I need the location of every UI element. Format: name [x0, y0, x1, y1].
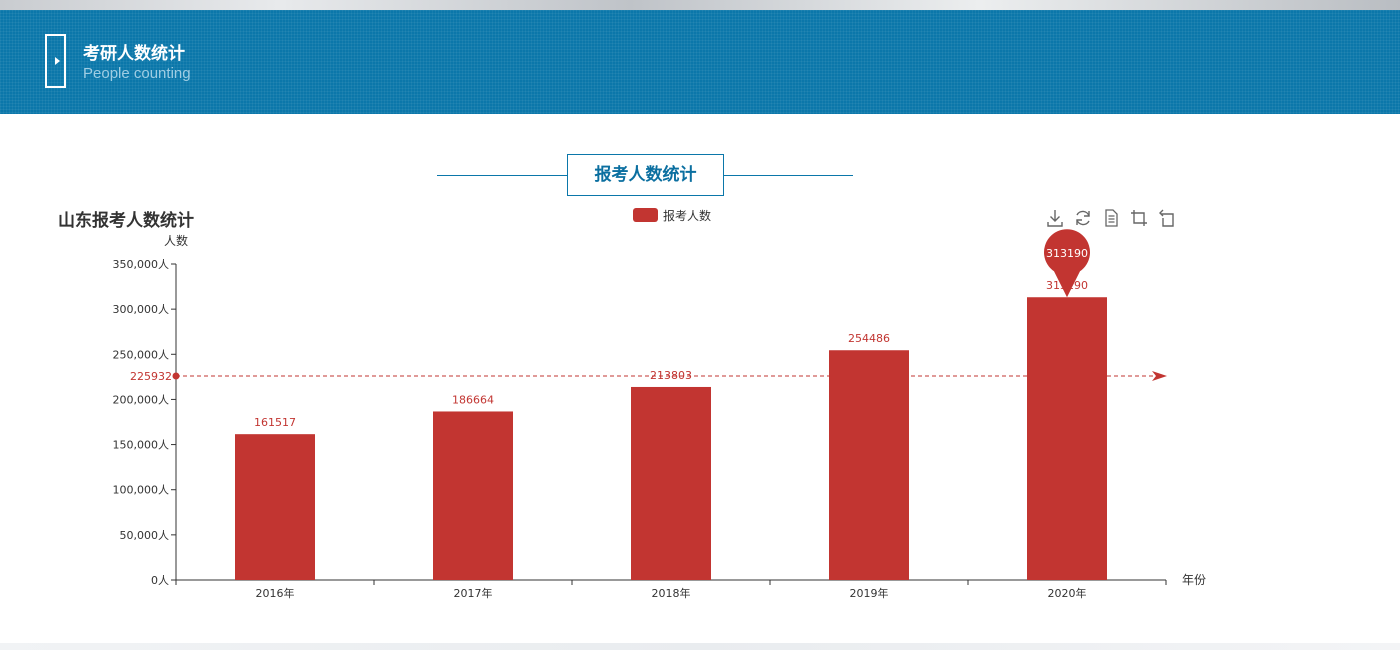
y-tick-label: 200,000人: [113, 393, 170, 406]
bar-value-label: 254486: [848, 332, 890, 345]
mark-point-label: 313190: [1046, 247, 1088, 260]
bar[interactable]: [235, 434, 315, 580]
bar[interactable]: [631, 386, 711, 580]
bottom-background-strip: [0, 643, 1400, 650]
zoom-reset-icon[interactable]: [1157, 208, 1177, 228]
y-axis-title: 人数: [164, 233, 188, 248]
section-divider-left: [437, 175, 567, 176]
y-tick-label: 150,000人: [113, 439, 170, 452]
x-tick-label: 2019年: [850, 586, 889, 600]
bar-series: [235, 297, 1107, 580]
average-mark-line: 225932: [130, 370, 1167, 383]
x-tick-label: 2017年: [454, 586, 493, 600]
bar-value-label: 213803: [650, 369, 692, 382]
legend-label: 报考人数: [663, 208, 712, 223]
x-axis-title: 年份: [1182, 573, 1206, 587]
header-title: 考研人数统计: [83, 44, 185, 64]
x-tick-label: 2020年: [1048, 586, 1087, 600]
chart-toolbox: [1045, 208, 1185, 228]
bar-value-label: 186664: [452, 393, 494, 406]
max-mark-point: 313190: [1044, 229, 1090, 298]
mark-line-label: 225932: [130, 370, 172, 383]
header-subtitle: People counting: [83, 65, 191, 82]
download-icon[interactable]: [1045, 208, 1065, 228]
bar[interactable]: [1027, 297, 1107, 580]
y-tick-label: 300,000人: [113, 303, 170, 316]
header-marker-icon: [45, 34, 66, 88]
x-tick-label: 2018年: [652, 586, 691, 600]
section-divider-right: [724, 175, 853, 176]
mark-line-arrow: [1152, 371, 1167, 382]
page-header: 考研人数统计 People counting: [0, 10, 1400, 114]
y-tick-label: 350,000人: [113, 258, 170, 271]
x-tick-label: 2016年: [256, 586, 295, 600]
y-tick-label: 250,000人: [113, 348, 170, 361]
zoom-icon[interactable]: [1129, 208, 1149, 228]
bar-value-label: 161517: [254, 416, 296, 429]
data-view-icon[interactable]: [1101, 208, 1121, 228]
y-tick-label: 50,000人: [120, 529, 170, 542]
chart-title: 山东报考人数统计: [58, 211, 194, 231]
section-title: 报考人数统计: [567, 154, 724, 196]
y-tick-label: 0人: [151, 574, 169, 587]
y-tick-label: 100,000人: [113, 484, 170, 497]
bar[interactable]: [433, 411, 513, 580]
mark-point-pin[interactable]: [1044, 229, 1090, 298]
chart-legend-item[interactable]: 报考人数: [633, 207, 711, 223]
refresh-icon[interactable]: [1073, 208, 1093, 228]
top-background-strip: [0, 0, 1400, 10]
y-axis: 人数 0人 50,000人 100,000人 150,000人 200,000人 250,0…: [113, 233, 189, 587]
bar[interactable]: [829, 350, 909, 580]
legend-swatch: [633, 208, 658, 222]
